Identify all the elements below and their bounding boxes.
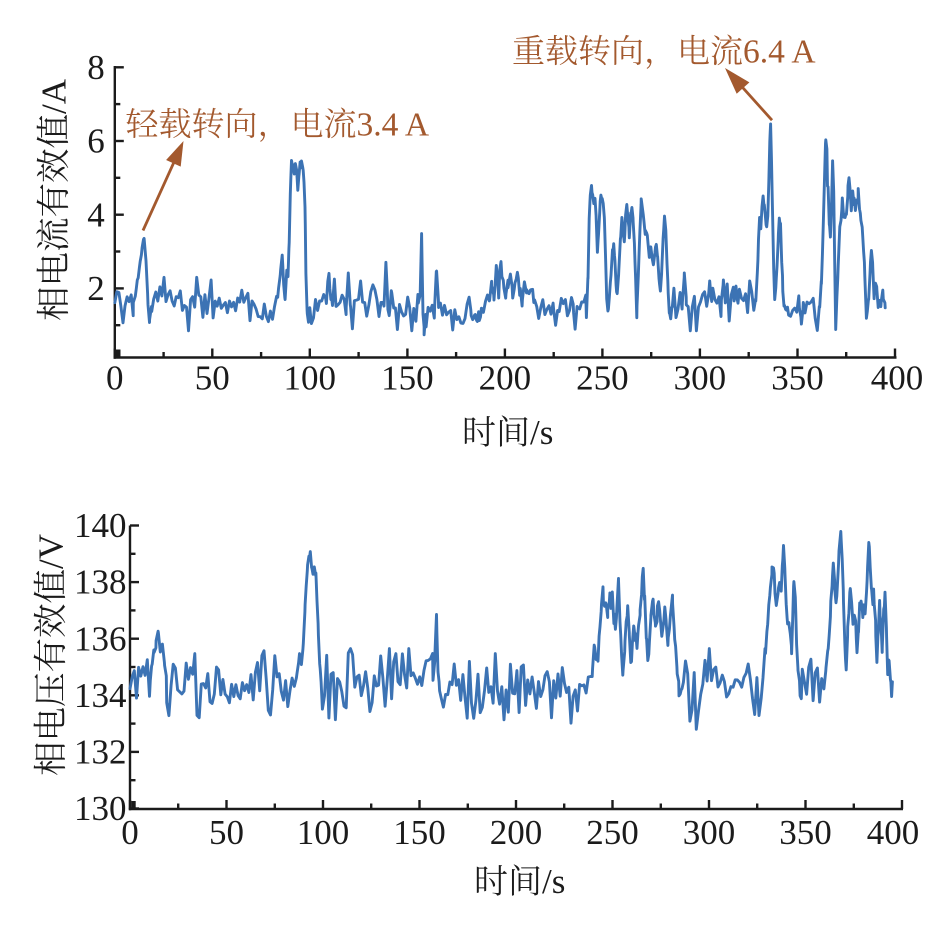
svg-text:3.4 A: 3.4 A: [357, 107, 430, 144]
svg-text:50: 50: [209, 813, 244, 852]
svg-text:150: 150: [393, 813, 446, 852]
svg-text:/s: /s: [530, 413, 553, 452]
svg-text:8: 8: [87, 48, 105, 87]
svg-text:4: 4: [87, 195, 105, 234]
svg-text:200: 200: [479, 359, 532, 398]
svg-text:0: 0: [121, 813, 139, 852]
svg-text:250: 250: [586, 813, 639, 852]
svg-text:50: 50: [195, 359, 230, 398]
svg-text:130: 130: [74, 789, 127, 828]
svg-text:/A: /A: [35, 78, 74, 114]
svg-text:200: 200: [490, 813, 543, 852]
svg-text:134: 134: [74, 676, 127, 715]
svg-text:/V: /V: [32, 534, 71, 569]
svg-text:0: 0: [106, 359, 124, 398]
svg-text:2: 2: [87, 269, 105, 308]
svg-text:150: 150: [381, 359, 434, 398]
svg-text:350: 350: [771, 359, 824, 398]
svg-text:6.4 A: 6.4 A: [743, 34, 816, 71]
svg-text:100: 100: [284, 359, 337, 398]
svg-text:100: 100: [297, 813, 350, 852]
svg-text:250: 250: [576, 359, 629, 398]
svg-text:138: 138: [74, 563, 127, 602]
svg-text:350: 350: [779, 813, 832, 852]
svg-text:132: 132: [74, 733, 127, 772]
svg-text:136: 136: [74, 619, 127, 658]
svg-text:400: 400: [871, 359, 924, 398]
svg-text:6: 6: [87, 122, 105, 161]
svg-text:400: 400: [867, 813, 920, 852]
svg-text:300: 300: [683, 813, 736, 852]
svg-text:140: 140: [74, 506, 127, 545]
svg-text:300: 300: [674, 359, 727, 398]
svg-text:/s: /s: [542, 862, 565, 901]
